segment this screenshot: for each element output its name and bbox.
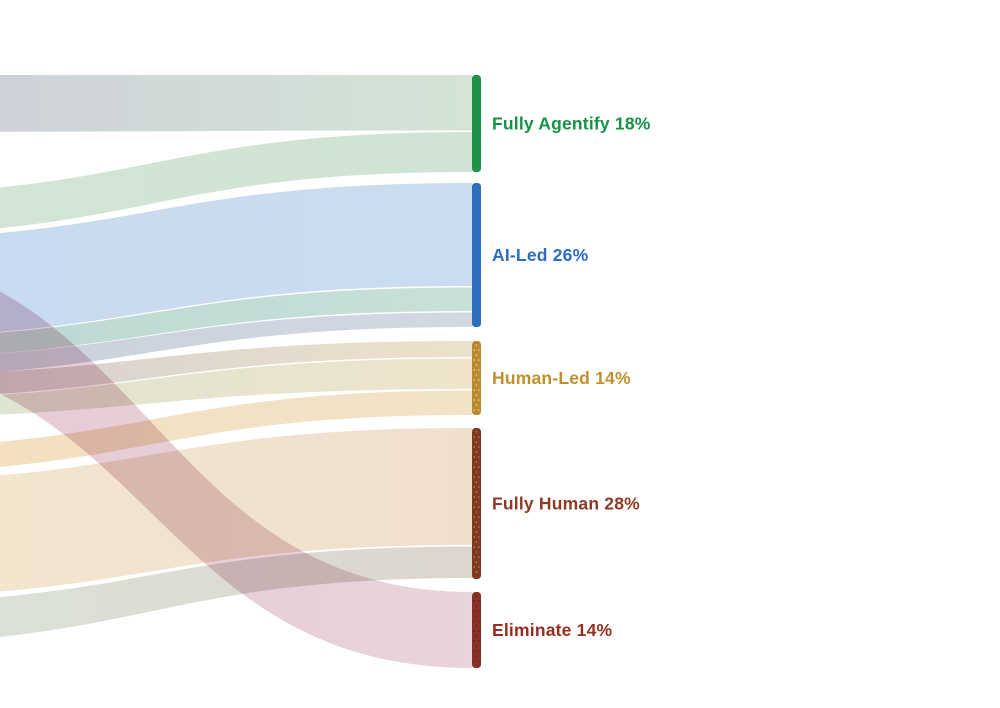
node-label-ai-led: AI-Led 26%	[492, 245, 589, 265]
sankey-node-fully-human	[472, 428, 481, 579]
node-label-fully-agentify: Fully Agentify 18%	[492, 114, 651, 134]
sankey-link-human-led-5	[0, 341, 472, 394]
sankey-link-ai-led-4	[0, 312, 472, 372]
node-label-fully-human: Fully Human 28%	[492, 494, 640, 514]
sankey-nodes: Fully Agentify 18% AI-Led 26% Human-Led 14…	[472, 75, 651, 668]
sankey-node-fully-agentify	[472, 75, 481, 172]
sankey-link-fully-human-9	[0, 546, 472, 637]
sankey-link-fully-agentify-1	[0, 132, 472, 229]
sankey-link-fully-agentify-0	[0, 74, 472, 132]
node-label-eliminate: Eliminate 14%	[492, 620, 613, 640]
sankey-link-eliminate-10	[0, 291, 472, 668]
sankey-link-ai-led-3	[0, 287, 472, 354]
node-label-human-led: Human-Led 14%	[492, 368, 631, 388]
sankey-node-human-led	[472, 341, 481, 415]
sankey-link-ai-led-2	[0, 183, 472, 332]
node-texture-dots-eliminate	[473, 595, 480, 662]
node-texture-dots-human-led	[473, 344, 480, 411]
sankey-node-ai-led	[472, 183, 481, 327]
node-texture-dots-fully-human	[473, 431, 480, 573]
sankey-flows	[0, 74, 472, 668]
